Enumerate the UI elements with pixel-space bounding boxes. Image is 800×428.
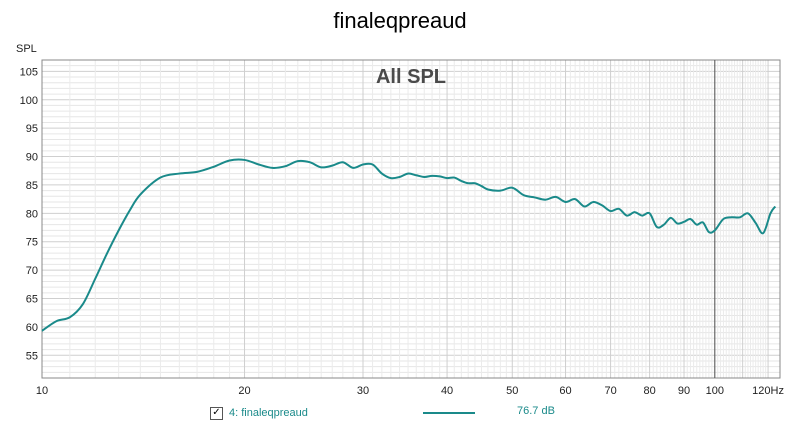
y-axis-ticks: 55 60 65 70 75 80 85 90 95 100 105 [20,66,38,362]
legend-value: 76.7 dB [517,405,555,417]
y-tick-label: 80 [26,208,38,220]
y-tick-label: 55 [26,350,38,362]
chart-inner-title: All SPL [376,66,446,88]
x-tick-label: 70 [604,385,616,397]
x-tick-label: 20 [238,385,250,397]
y-tick-label: 95 [26,123,38,135]
x-tick-label: 90 [678,385,690,397]
y-tick-label: 60 [26,322,38,334]
x-tick-label: 40 [441,385,453,397]
x-tick-label: 10 [36,385,48,397]
y-tick-label: 75 [26,237,38,249]
y-tick-label: 105 [20,66,38,78]
chart-window-title: finaleqpreaud [333,8,467,33]
y-tick-label: 70 [26,265,38,277]
y-tick-label: 65 [26,294,38,306]
x-axis-ticks: 10 20 30 40 50 60 70 80 90 100 120Hz [36,385,784,397]
chart-grid [41,59,780,379]
series-line-finaleqpreaud [41,158,777,332]
legend-line-swatch [423,412,475,414]
y-tick-label: 90 [26,152,38,164]
y-tick-label: 100 [20,95,38,107]
x-tick-label: 50 [506,385,518,397]
x-tick-label: 60 [559,385,571,397]
x-tick-label: 120Hz [752,385,784,397]
x-tick-label: 30 [357,385,369,397]
y-axis-label: SPL [16,43,37,55]
legend-entry[interactable]: ✓ 4: finaleqpreaud [210,404,308,422]
legend-checkbox[interactable]: ✓ [210,406,223,420]
y-tick-label: 85 [26,180,38,192]
x-tick-label: 100 [706,385,724,397]
legend-label: 4: finaleqpreaud [229,407,308,419]
x-tick-label: 80 [643,385,655,397]
plot-border [41,59,781,379]
